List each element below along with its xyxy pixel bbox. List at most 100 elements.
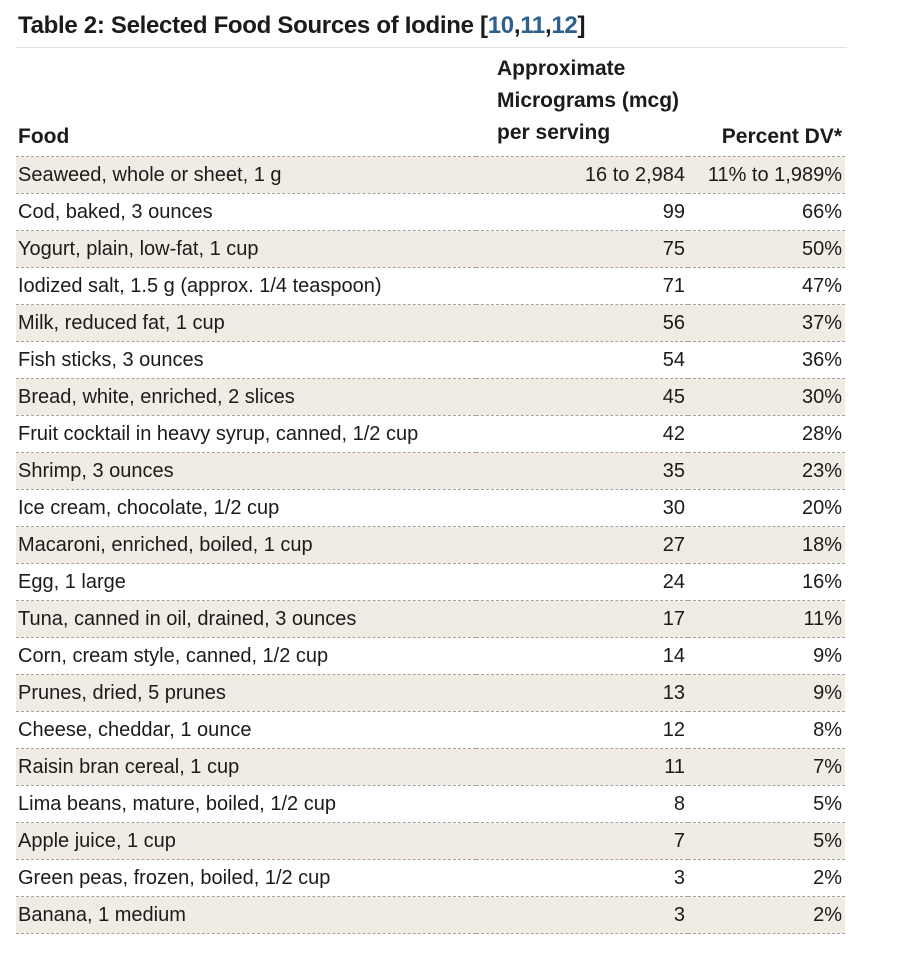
mcg-cell: 45 xyxy=(476,378,688,416)
mcg-cell: 99 xyxy=(476,193,688,231)
food-cell: Tuna, canned in oil, drained, 3 ounces xyxy=(16,600,476,638)
mcg-cell: 54 xyxy=(476,341,688,379)
table-row: Seaweed, whole or sheet, 1 g 16 to 2,984 1… xyxy=(16,156,845,194)
table-row: Banana, 1 medium 3 2% xyxy=(16,896,845,934)
percent-dv-cell: 9% xyxy=(688,637,845,675)
food-cell: Cheese, cheddar, 1 ounce xyxy=(16,711,476,749)
table-row: Macaroni, enriched, boiled, 1 cup 27 18% xyxy=(16,526,845,564)
table-row: Cheese, cheddar, 1 ounce 12 8% xyxy=(16,711,845,749)
citation-bracket-open: [ xyxy=(480,12,488,39)
percent-dv-cell: 11% xyxy=(688,600,845,638)
mcg-cell: 8 xyxy=(476,785,688,823)
percent-dv-cell: 2% xyxy=(688,859,845,897)
citation-link-11[interactable]: 11 xyxy=(520,12,545,39)
table-row: Shrimp, 3 ounces 35 23% xyxy=(16,452,845,490)
table-row: Green peas, frozen, boiled, 1/2 cup 3 2% xyxy=(16,859,845,897)
mcg-cell: 7 xyxy=(476,822,688,860)
food-cell: Cod, baked, 3 ounces xyxy=(16,193,476,231)
food-cell: Banana, 1 medium xyxy=(16,896,476,934)
food-cell: Milk, reduced fat, 1 cup xyxy=(16,304,476,342)
table-row: Lima beans, mature, boiled, 1/2 cup 8 5% xyxy=(16,785,845,823)
percent-dv-cell: 66% xyxy=(688,193,845,231)
percent-dv-cell: 2% xyxy=(688,896,845,934)
food-cell: Shrimp, 3 ounces xyxy=(16,452,476,490)
mcg-cell: 3 xyxy=(476,859,688,897)
percent-dv-cell: 30% xyxy=(688,378,845,416)
table-title-text: Table 2: Selected Food Sources of Iodine xyxy=(18,12,474,39)
percent-dv-cell: 28% xyxy=(688,415,845,453)
iodine-food-sources-table: Food Approximate Micrograms (mcg) per se… xyxy=(16,53,845,934)
mcg-cell: 14 xyxy=(476,637,688,675)
mcg-cell: 13 xyxy=(476,674,688,712)
table-row: Raisin bran cereal, 1 cup 11 7% xyxy=(16,748,845,786)
table-row: Cod, baked, 3 ounces 99 66% xyxy=(16,193,845,231)
percent-dv-cell: 5% xyxy=(688,822,845,860)
column-header-food: Food xyxy=(16,53,476,157)
food-cell: Bread, white, enriched, 2 slices xyxy=(16,378,476,416)
food-cell: Macaroni, enriched, boiled, 1 cup xyxy=(16,526,476,564)
table-row: Ice cream, chocolate, 1/2 cup 30 20% xyxy=(16,489,845,527)
food-cell: Lima beans, mature, boiled, 1/2 cup xyxy=(16,785,476,823)
mcg-cell: 11 xyxy=(476,748,688,786)
food-cell: Fish sticks, 3 ounces xyxy=(16,341,476,379)
mcg-cell: 27 xyxy=(476,526,688,564)
page: Table 2: Selected Food Sources of Iodine… xyxy=(16,6,847,934)
column-header-mcg-line3: per serving xyxy=(497,121,611,144)
table-title: Table 2: Selected Food Sources of Iodine… xyxy=(16,6,847,48)
column-header-mcg: Approximate Micrograms (mcg) per serving xyxy=(476,53,688,157)
table-row: Tuna, canned in oil, drained, 3 ounces 17… xyxy=(16,600,845,638)
percent-dv-cell: 47% xyxy=(688,267,845,305)
header-row: Food Approximate Micrograms (mcg) per se… xyxy=(16,53,845,157)
table-row: Fish sticks, 3 ounces 54 36% xyxy=(16,341,845,379)
mcg-cell: 75 xyxy=(476,230,688,268)
mcg-cell: 12 xyxy=(476,711,688,749)
citations: 10,11,12 xyxy=(488,12,578,39)
percent-dv-cell: 36% xyxy=(688,341,845,379)
mcg-cell: 42 xyxy=(476,415,688,453)
table-row: Egg, 1 large 24 16% xyxy=(16,563,845,601)
column-header-mcg-line1: Approximate xyxy=(497,57,626,80)
citation-link-12[interactable]: 12 xyxy=(551,12,578,39)
mcg-cell: 35 xyxy=(476,452,688,490)
percent-dv-cell: 50% xyxy=(688,230,845,268)
food-cell: Corn, cream style, canned, 1/2 cup xyxy=(16,637,476,675)
percent-dv-cell: 11% to 1,989% xyxy=(688,156,845,194)
table-row: Milk, reduced fat, 1 cup 56 37% xyxy=(16,304,845,342)
food-cell: Green peas, frozen, boiled, 1/2 cup xyxy=(16,859,476,897)
table-row: Prunes, dried, 5 prunes 13 9% xyxy=(16,674,845,712)
food-cell: Fruit cocktail in heavy syrup, canned, 1… xyxy=(16,415,476,453)
table-header: Food Approximate Micrograms (mcg) per se… xyxy=(16,53,845,157)
percent-dv-cell: 20% xyxy=(688,489,845,527)
citation-separator: , xyxy=(513,12,521,39)
table-row: Fruit cocktail in heavy syrup, canned, 1… xyxy=(16,415,845,453)
food-cell: Apple juice, 1 cup xyxy=(16,822,476,860)
percent-dv-cell: 5% xyxy=(688,785,845,823)
mcg-cell: 71 xyxy=(476,267,688,305)
mcg-cell: 17 xyxy=(476,600,688,638)
table-row: Yogurt, plain, low-fat, 1 cup 75 50% xyxy=(16,230,845,268)
food-cell: Iodized salt, 1.5 g (approx. 1/4 teaspoo… xyxy=(16,267,476,305)
food-cell: Prunes, dried, 5 prunes xyxy=(16,674,476,712)
food-cell: Yogurt, plain, low-fat, 1 cup xyxy=(16,230,476,268)
food-cell: Raisin bran cereal, 1 cup xyxy=(16,748,476,786)
citation-link-10[interactable]: 10 xyxy=(487,12,514,39)
percent-dv-cell: 18% xyxy=(688,526,845,564)
percent-dv-cell: 7% xyxy=(688,748,845,786)
percent-dv-cell: 9% xyxy=(688,674,845,712)
food-cell: Ice cream, chocolate, 1/2 cup xyxy=(16,489,476,527)
mcg-cell: 16 to 2,984 xyxy=(476,156,688,194)
mcg-cell: 3 xyxy=(476,896,688,934)
citation-bracket-close: ] xyxy=(577,12,586,39)
percent-dv-cell: 8% xyxy=(688,711,845,749)
citation-separator: , xyxy=(544,12,552,39)
food-cell: Egg, 1 large xyxy=(16,563,476,601)
mcg-cell: 30 xyxy=(476,489,688,527)
mcg-cell: 56 xyxy=(476,304,688,342)
food-cell: Seaweed, whole or sheet, 1 g xyxy=(16,156,476,194)
column-header-mcg-line2: Micrograms (mcg) xyxy=(497,89,680,112)
table-row: Apple juice, 1 cup 7 5% xyxy=(16,822,845,860)
percent-dv-cell: 37% xyxy=(688,304,845,342)
table-row: Bread, white, enriched, 2 slices 45 30% xyxy=(16,378,845,416)
table-body: Seaweed, whole or sheet, 1 g 16 to 2,984 1… xyxy=(16,156,845,934)
column-header-percent-dv: Percent DV* xyxy=(688,53,845,157)
